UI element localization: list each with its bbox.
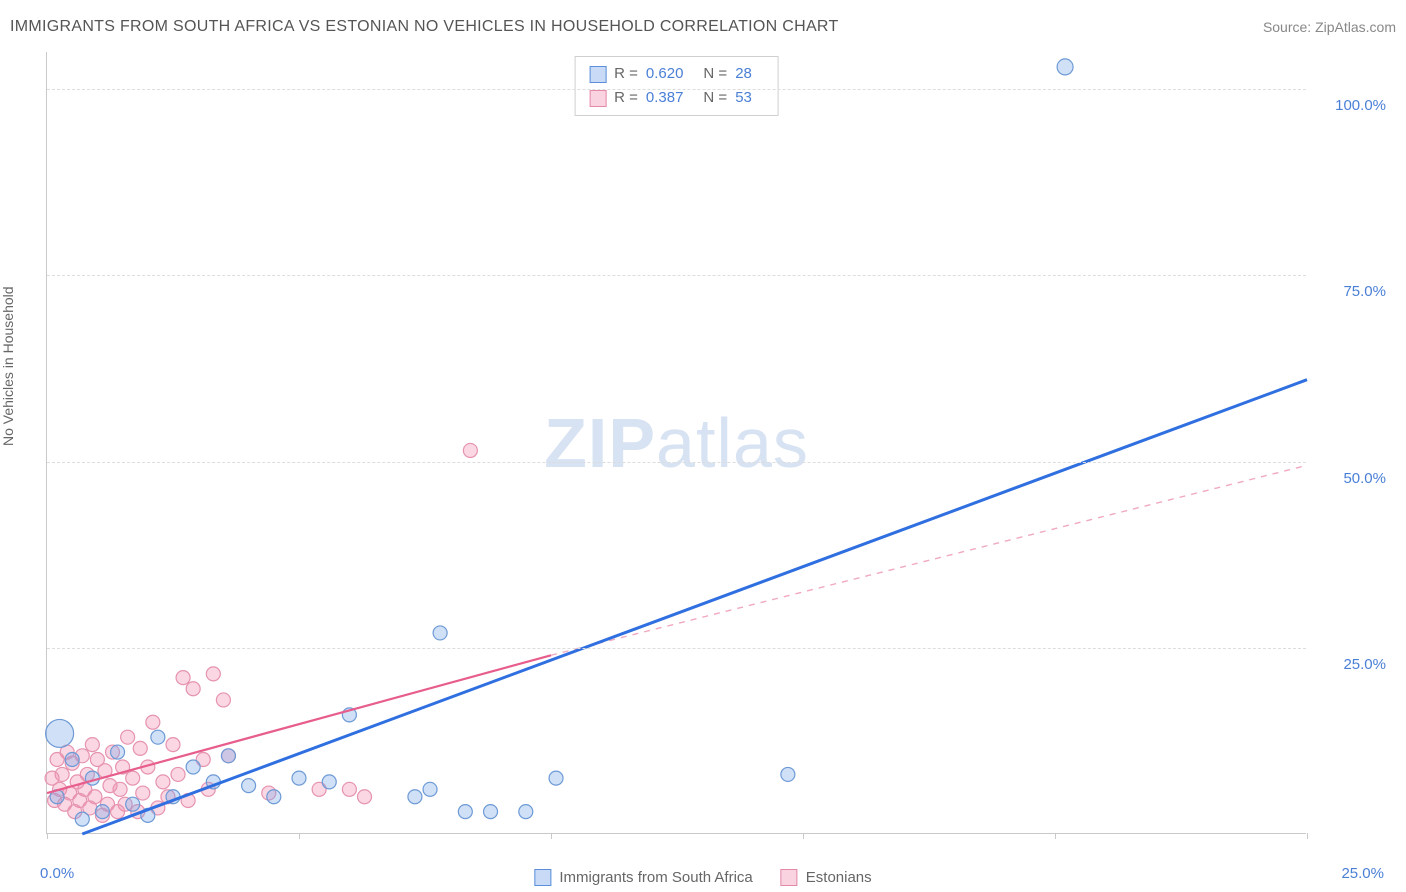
point-immigrants_sa xyxy=(126,797,140,811)
y-tick-label: 75.0% xyxy=(1316,283,1386,300)
legend-series: Immigrants from South Africa Estonians xyxy=(534,869,871,886)
point-immigrants_sa xyxy=(519,805,533,819)
point-estonians xyxy=(50,753,64,767)
point-estonians xyxy=(126,771,140,785)
y-tick-label: 100.0% xyxy=(1316,97,1386,114)
point-estonians xyxy=(206,667,220,681)
point-immigrants_sa xyxy=(186,760,200,774)
grid-line xyxy=(47,275,1306,276)
legend-label-sa: Immigrants from South Africa xyxy=(559,869,752,886)
point-estonians xyxy=(358,790,372,804)
legend-label-est: Estonians xyxy=(806,869,872,886)
point-immigrants_sa xyxy=(423,782,437,796)
x-tick xyxy=(47,833,48,839)
y-tick-label: 25.0% xyxy=(1316,656,1386,673)
chart-title: IMMIGRANTS FROM SOUTH AFRICA VS ESTONIAN… xyxy=(10,18,839,36)
x-tick xyxy=(1055,833,1056,839)
point-immigrants_sa xyxy=(549,771,563,785)
point-estonians xyxy=(216,693,230,707)
point-immigrants_sa xyxy=(46,719,74,747)
point-immigrants_sa xyxy=(242,779,256,793)
legend-sw-est xyxy=(781,869,798,886)
point-immigrants_sa xyxy=(781,767,795,781)
point-immigrants_sa xyxy=(151,730,165,744)
point-estonians xyxy=(90,753,104,767)
x-tick-0: 0.0% xyxy=(40,865,74,882)
point-immigrants_sa xyxy=(95,805,109,819)
point-immigrants_sa xyxy=(458,805,472,819)
x-tick xyxy=(803,833,804,839)
point-estonians xyxy=(166,738,180,752)
trend-estonians-dash xyxy=(551,465,1307,655)
grid-line xyxy=(47,89,1306,90)
x-tick-25: 25.0% xyxy=(1341,865,1384,882)
point-estonians xyxy=(342,782,356,796)
point-immigrants_sa xyxy=(75,812,89,826)
point-estonians xyxy=(136,786,150,800)
source-label: Source: ZipAtlas.com xyxy=(1263,19,1396,35)
point-estonians xyxy=(103,779,117,793)
x-tick xyxy=(299,833,300,839)
point-immigrants_sa xyxy=(65,753,79,767)
point-estonians xyxy=(133,741,147,755)
point-immigrants_sa xyxy=(292,771,306,785)
trend-sa xyxy=(82,380,1307,834)
point-estonians xyxy=(85,738,99,752)
grid-line xyxy=(47,648,1306,649)
point-estonians xyxy=(186,682,200,696)
legend-sw-sa xyxy=(534,869,551,886)
grid-line xyxy=(47,462,1306,463)
point-estonians xyxy=(176,671,190,685)
y-tick-label: 50.0% xyxy=(1316,470,1386,487)
point-estonians xyxy=(156,775,170,789)
point-immigrants_sa xyxy=(433,626,447,640)
point-immigrants_sa xyxy=(484,805,498,819)
point-immigrants_sa xyxy=(408,790,422,804)
point-estonians xyxy=(45,771,59,785)
legend-item-sa: Immigrants from South Africa xyxy=(534,869,752,886)
point-immigrants_sa xyxy=(267,790,281,804)
x-tick xyxy=(1307,833,1308,839)
point-immigrants_sa xyxy=(111,745,125,759)
point-immigrants_sa xyxy=(1057,59,1073,75)
plot-area: ZIPatlas R = 0.620 N = 28 R = 0.387 N = … xyxy=(46,52,1306,834)
point-immigrants_sa xyxy=(322,775,336,789)
point-estonians xyxy=(463,443,477,457)
point-estonians xyxy=(171,767,185,781)
legend-item-est: Estonians xyxy=(781,869,872,886)
title-bar: IMMIGRANTS FROM SOUTH AFRICA VS ESTONIAN… xyxy=(10,18,1396,36)
chart-svg xyxy=(47,52,1306,833)
point-immigrants_sa xyxy=(221,749,235,763)
point-estonians xyxy=(146,715,160,729)
x-tick xyxy=(551,833,552,839)
y-axis-label: No Vehicles in Household xyxy=(0,286,16,446)
point-estonians xyxy=(121,730,135,744)
